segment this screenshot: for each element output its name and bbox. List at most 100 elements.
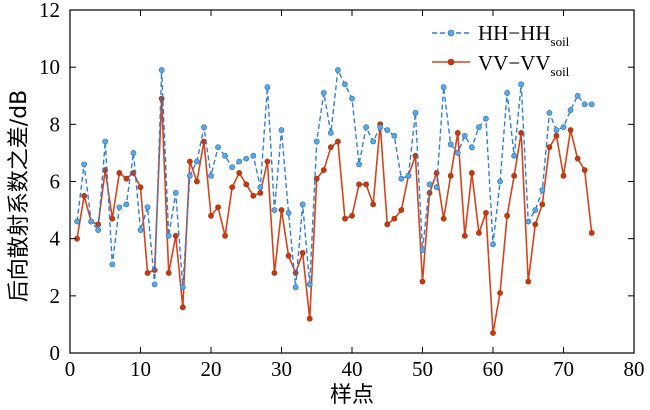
data-point-vv bbox=[483, 210, 489, 216]
data-point-hh bbox=[581, 101, 588, 108]
data-point-hh bbox=[412, 110, 419, 116]
data-point-hh bbox=[271, 207, 278, 213]
data-point-vv bbox=[264, 158, 271, 165]
series-layer bbox=[74, 67, 595, 336]
data-point-hh bbox=[158, 67, 165, 73]
data-point-hh bbox=[518, 81, 525, 88]
data-point-hh bbox=[327, 130, 334, 136]
data-point-hh bbox=[377, 124, 384, 131]
y-tick-label: 2 bbox=[50, 284, 61, 308]
data-point-vv bbox=[186, 158, 193, 165]
data-point-vv bbox=[278, 207, 285, 213]
data-point-vv bbox=[511, 172, 518, 179]
series-line-hh bbox=[76, 69, 592, 288]
y-tick-label: 6 bbox=[50, 170, 61, 194]
axis-ticks: 0 10 20 30 40 50 60 70 80 0 2 4 6 8 10 12 bbox=[39, 0, 645, 381]
data-point-vv bbox=[475, 230, 482, 236]
x-tick-label: 80 bbox=[624, 357, 645, 381]
data-point-hh bbox=[186, 172, 193, 179]
data-point-hh bbox=[342, 81, 348, 88]
x-tick-label: 20 bbox=[201, 357, 222, 381]
data-point-hh bbox=[356, 161, 362, 168]
data-point-hh bbox=[74, 218, 80, 225]
data-point-vv bbox=[109, 215, 116, 222]
x-axis-title: 样点 bbox=[330, 383, 374, 408]
legend-label-vv-sub: soil bbox=[551, 64, 570, 79]
data-point-vv bbox=[285, 252, 292, 259]
data-point-hh bbox=[447, 141, 454, 148]
data-point-vv bbox=[370, 201, 377, 208]
data-point-vv bbox=[144, 270, 151, 276]
legend-marker-hh bbox=[447, 29, 455, 37]
data-point-vv bbox=[419, 278, 426, 285]
data-point-vv bbox=[271, 270, 278, 276]
data-point-vv bbox=[454, 130, 461, 136]
data-point-hh bbox=[405, 172, 412, 179]
data-point-hh bbox=[483, 115, 489, 122]
data-point-hh bbox=[546, 110, 553, 116]
series-line-vv bbox=[76, 97, 593, 334]
data-point-vv bbox=[532, 221, 539, 228]
x-tick-label: 10 bbox=[130, 357, 151, 381]
data-point-vv bbox=[236, 170, 243, 176]
data-point-vv bbox=[123, 175, 130, 182]
data-point-vv bbox=[490, 330, 496, 336]
data-point-hh bbox=[525, 218, 532, 225]
data-point-hh bbox=[285, 210, 292, 216]
data-point-vv bbox=[567, 127, 574, 133]
data-point-vv bbox=[137, 184, 144, 191]
y-tick-label: 4 bbox=[50, 227, 61, 251]
data-point-vv bbox=[250, 192, 257, 199]
data-point-vv bbox=[243, 181, 250, 188]
y-tick-label: 12 bbox=[39, 0, 60, 22]
data-point-hh bbox=[250, 152, 257, 159]
data-point-hh bbox=[560, 124, 567, 131]
data-point-hh bbox=[334, 67, 341, 73]
data-point-vv bbox=[299, 250, 306, 256]
x-tick-label: 0 bbox=[65, 357, 76, 381]
data-point-hh bbox=[306, 281, 313, 288]
data-point-hh bbox=[123, 201, 130, 208]
data-point-hh bbox=[349, 95, 355, 102]
data-point-vv bbox=[116, 170, 123, 176]
data-point-hh bbox=[151, 281, 158, 288]
data-point-hh bbox=[137, 227, 144, 233]
data-point-vv bbox=[553, 132, 560, 139]
data-point-vv bbox=[342, 215, 348, 222]
data-point-vv bbox=[215, 204, 221, 211]
data-point-vv bbox=[179, 304, 186, 311]
data-point-vv bbox=[426, 190, 433, 196]
data-point-hh bbox=[144, 204, 151, 211]
y-axis-title: 后向散射系数之差/dB bbox=[7, 90, 32, 302]
data-point-hh bbox=[109, 261, 116, 268]
data-point-hh bbox=[264, 84, 271, 91]
data-point-hh bbox=[461, 132, 468, 139]
data-point-vv bbox=[172, 232, 179, 239]
data-point-vv bbox=[356, 181, 362, 188]
legend-label-vv-main: VV−VV bbox=[478, 51, 551, 75]
data-point-vv bbox=[306, 315, 313, 322]
data-point-hh bbox=[243, 155, 250, 162]
data-point-hh bbox=[116, 204, 123, 211]
data-point-vv bbox=[165, 270, 172, 276]
y-tick-label: 8 bbox=[50, 112, 61, 136]
data-point-vv bbox=[349, 212, 355, 219]
data-point-hh bbox=[172, 190, 179, 196]
legend: HH−HHsoil VV−VVsoil bbox=[432, 21, 570, 79]
data-point-hh bbox=[363, 124, 369, 131]
data-point-hh bbox=[130, 150, 137, 156]
x-tick-label: 50 bbox=[412, 357, 433, 381]
data-point-hh bbox=[588, 101, 595, 108]
data-point-hh bbox=[539, 187, 546, 193]
x-tick-label: 70 bbox=[553, 357, 574, 381]
data-point-hh bbox=[426, 181, 433, 188]
y-tick-label: 0 bbox=[50, 341, 61, 365]
legend-label-hh: HH−HHsoil bbox=[478, 21, 570, 49]
data-point-hh bbox=[299, 201, 306, 208]
data-point-hh bbox=[567, 107, 574, 113]
data-point-vv bbox=[588, 230, 595, 236]
data-point-hh bbox=[475, 124, 482, 131]
data-point-hh bbox=[179, 284, 186, 291]
y-tick-label: 10 bbox=[39, 55, 60, 79]
data-point-hh bbox=[95, 227, 102, 233]
